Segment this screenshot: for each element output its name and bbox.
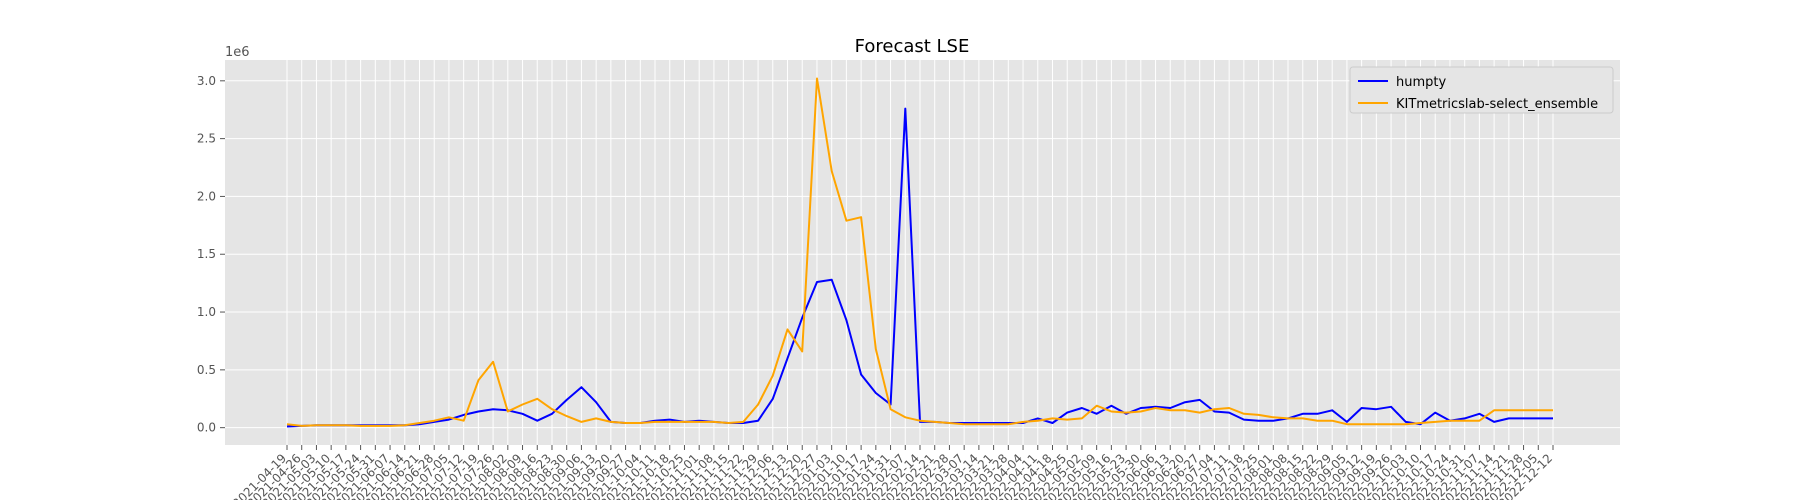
x-ticks: 2021-04-192021-04-262021-05-032021-05-10… — [230, 445, 1555, 500]
series-line-0 — [286, 107, 1553, 428]
y-tick-label: 2.5 — [197, 132, 216, 146]
legend: humpty KITmetricslab-select_ensemble — [1349, 66, 1614, 114]
y-tick-label: 3.0 — [197, 74, 216, 88]
y-tick-label: 1.0 — [197, 305, 216, 319]
series-lines — [286, 77, 1553, 428]
plot-area — [225, 60, 1620, 445]
y-tick-label: 1.5 — [197, 247, 216, 261]
y-offset-label: 1e6 — [225, 45, 250, 60]
y-tick-label: 2.0 — [197, 189, 216, 203]
y-ticks: 0.0 0.5 1.0 1.5 2.0 2.5 3.0 — [197, 74, 225, 435]
legend-label: humpty — [1396, 75, 1446, 90]
y-tick-label: 0.0 — [197, 421, 216, 435]
y-tick-label: 0.5 — [197, 363, 216, 377]
legend-label: KITmetricslab-select_ensemble — [1396, 97, 1598, 112]
grid — [225, 60, 1620, 445]
series-line-1 — [286, 77, 1553, 427]
chart-title: Forecast LSE — [855, 36, 970, 57]
legend-box — [1349, 66, 1614, 114]
